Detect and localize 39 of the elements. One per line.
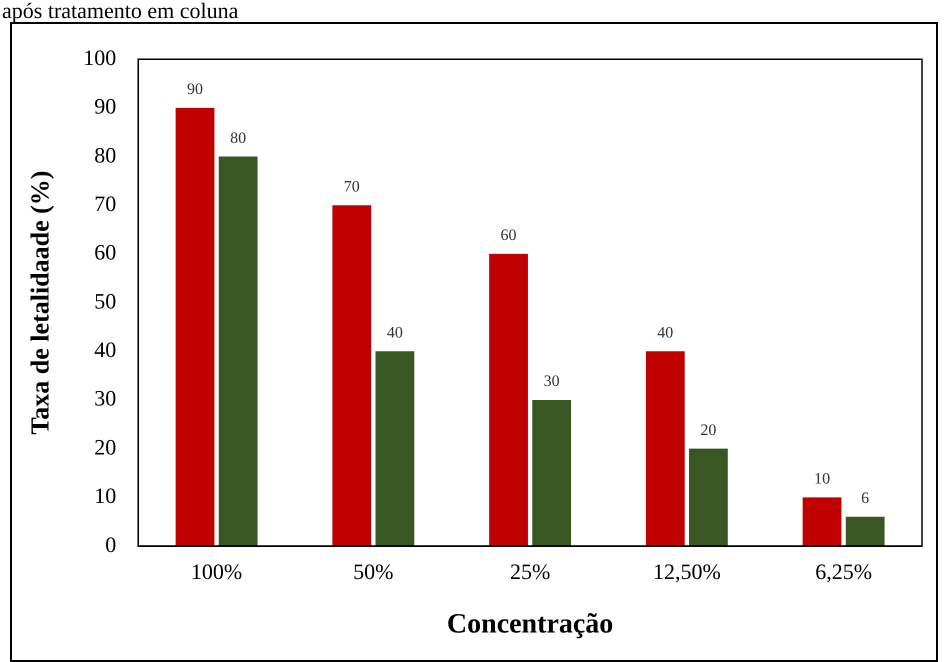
y-tick-label: 30 [94, 386, 116, 411]
x-axis-title: Concentração [446, 608, 614, 640]
x-tick-label: 50% [353, 558, 394, 584]
bar [802, 497, 842, 546]
data-label: 40 [657, 324, 674, 342]
data-label: 80 [230, 130, 246, 147]
y-tick-label: 0 [105, 532, 116, 557]
chart-title: após tratamento em coluna [1, 0, 240, 23]
y-tick-label: 80 [94, 142, 116, 168]
bar [375, 351, 414, 546]
data-label: 10 [814, 470, 830, 488]
bar [176, 108, 214, 546]
x-tick-label: 12,50% [652, 558, 721, 584]
y-tick-label: 40 [94, 337, 116, 362]
data-label: 40 [386, 324, 403, 342]
bar [689, 448, 728, 546]
y-tick-label: 70 [94, 191, 116, 216]
data-label: 90 [187, 81, 204, 98]
x-tick-label: 100% [190, 558, 242, 584]
y-tick-label: 100 [83, 44, 116, 70]
bar [489, 254, 528, 546]
data-label: 70 [344, 178, 360, 196]
bar [846, 516, 885, 546]
y-tick-label: 90 [94, 94, 116, 119]
data-label: 6 [861, 490, 870, 507]
y-tick-label: 20 [94, 434, 116, 460]
bar [646, 351, 685, 546]
y-tick-label: 10 [94, 483, 116, 508]
x-tick-label: 6,25% [815, 558, 872, 584]
y-tick-label: 60 [94, 240, 116, 265]
bar [332, 205, 372, 546]
bar [532, 400, 572, 546]
data-label: 20 [700, 422, 716, 439]
x-tick-label: 25% [510, 558, 550, 584]
y-tick-label: 50 [94, 288, 116, 314]
y-axis-title: Taxa de letalidaade (%) [25, 170, 54, 435]
data-label: 60 [500, 227, 517, 244]
data-label: 30 [544, 373, 560, 390]
bar [218, 156, 258, 546]
